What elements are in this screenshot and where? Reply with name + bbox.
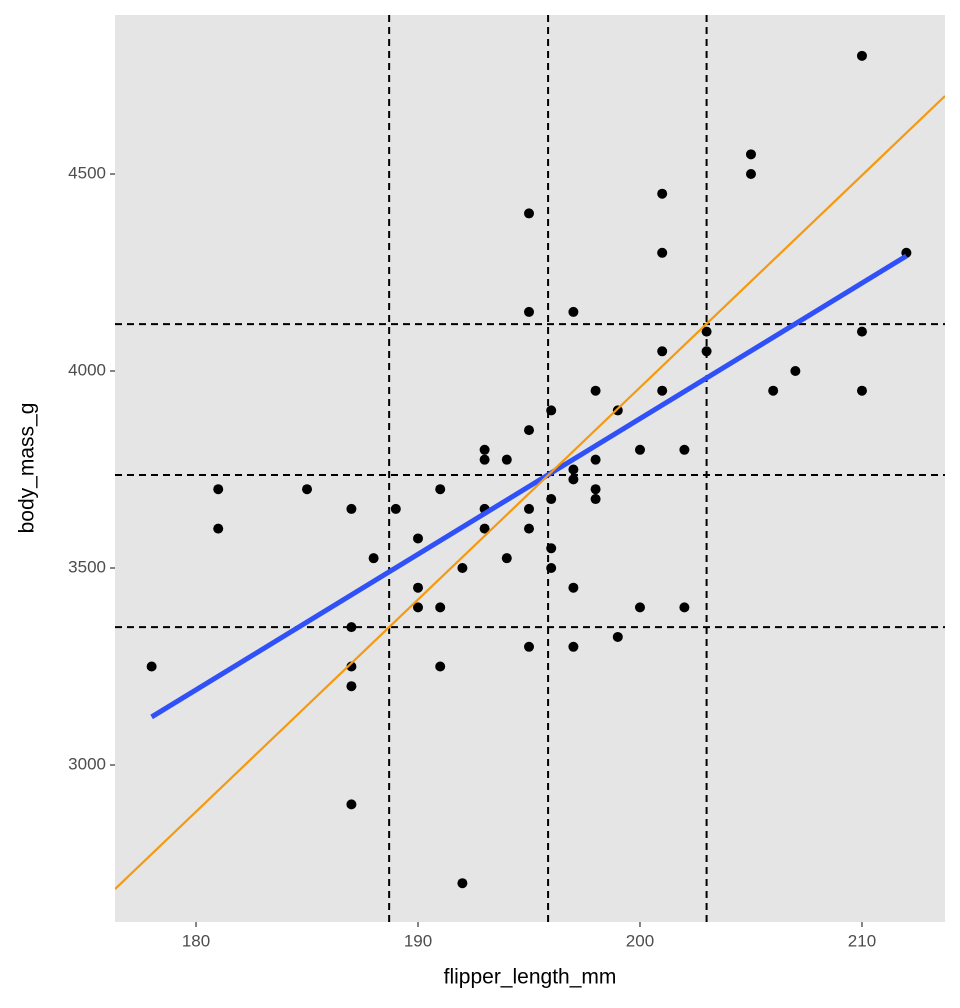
point — [302, 484, 313, 495]
point — [546, 563, 557, 574]
point — [546, 405, 557, 416]
point — [634, 602, 645, 613]
point — [657, 247, 668, 258]
y-tick-label: 4500 — [68, 163, 106, 182]
point — [435, 602, 446, 613]
point — [657, 385, 668, 396]
point — [346, 622, 357, 633]
point — [457, 878, 468, 889]
point — [213, 523, 224, 534]
point — [856, 326, 867, 337]
point — [634, 444, 645, 455]
point — [413, 602, 424, 613]
y-axis-label: body_mass_g — [16, 403, 39, 534]
point — [435, 484, 446, 495]
point — [413, 582, 424, 593]
point — [390, 503, 401, 514]
point — [524, 425, 535, 436]
point — [479, 523, 490, 534]
point — [679, 444, 690, 455]
y-tick-label: 3000 — [68, 754, 106, 773]
point — [546, 543, 557, 554]
point — [768, 385, 779, 396]
point — [346, 681, 357, 692]
point — [701, 346, 712, 357]
point — [612, 405, 623, 416]
y-tick-label: 4000 — [68, 360, 106, 379]
x-axis-label: flipper_length_mm — [444, 966, 617, 989]
point — [546, 494, 557, 505]
plot — [115, 15, 945, 922]
point — [368, 553, 379, 564]
point — [568, 582, 579, 593]
point — [568, 474, 579, 485]
point — [413, 533, 424, 544]
point — [435, 661, 446, 672]
plot-background — [115, 15, 945, 922]
point — [657, 346, 668, 357]
point — [568, 464, 579, 475]
point — [657, 188, 668, 199]
point — [346, 661, 357, 672]
point — [524, 306, 535, 317]
y-tick-label: 3500 — [68, 557, 106, 576]
point — [612, 631, 623, 642]
point — [856, 50, 867, 61]
point — [790, 366, 801, 377]
point — [701, 326, 712, 337]
point — [590, 454, 601, 465]
fit-line — [115, 95, 945, 890]
point — [590, 484, 601, 495]
point — [501, 553, 512, 564]
point — [346, 799, 357, 810]
point — [524, 641, 535, 652]
point — [524, 208, 535, 219]
fit-line — [150, 253, 908, 720]
point — [213, 484, 224, 495]
x-tick-label: 190 — [404, 931, 432, 950]
point — [856, 385, 867, 396]
point — [745, 149, 756, 160]
point — [679, 602, 690, 613]
point — [457, 563, 468, 574]
point — [346, 503, 357, 514]
point — [568, 641, 579, 652]
x-tick-label: 200 — [626, 931, 654, 950]
point — [590, 494, 601, 505]
point — [524, 523, 535, 534]
point — [745, 169, 756, 180]
point — [524, 503, 535, 514]
point — [590, 385, 601, 396]
x-tick-label: 210 — [848, 931, 876, 950]
point — [146, 661, 157, 672]
point — [479, 454, 490, 465]
point — [501, 454, 512, 465]
x-tick-label: 180 — [182, 931, 210, 950]
point — [479, 444, 490, 455]
point — [568, 306, 579, 317]
